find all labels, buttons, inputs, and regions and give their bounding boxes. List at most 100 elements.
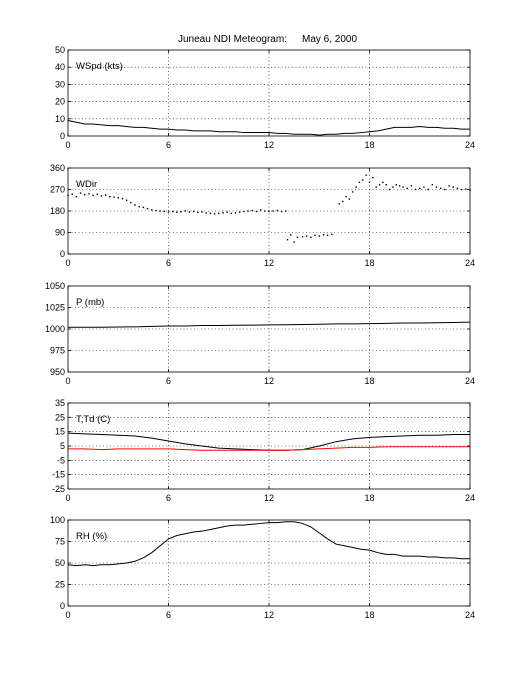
x-tick-label: 0 (65, 376, 70, 386)
data-point (79, 192, 82, 194)
data-point (395, 184, 397, 186)
data-point (176, 211, 178, 213)
data-point (342, 200, 344, 203)
y-tick-label: 40 (55, 62, 65, 72)
data-point (392, 186, 394, 188)
data-point (388, 188, 391, 191)
data-point (322, 234, 325, 236)
data-point (226, 211, 228, 213)
y-tick-label: 1025 (45, 303, 65, 313)
data-point (301, 236, 304, 238)
x-tick-label: 0 (65, 140, 70, 150)
data-point (209, 212, 212, 215)
data-point (352, 191, 354, 193)
data-point (345, 195, 347, 198)
data-point (138, 206, 140, 208)
series-line-0 (67, 120, 470, 136)
data-point (355, 186, 357, 188)
x-tick-label: 6 (166, 376, 171, 386)
x-tick-label: 6 (166, 258, 171, 268)
data-point (188, 211, 191, 213)
x-tick-label: 12 (264, 140, 274, 150)
data-point (243, 210, 245, 213)
data-point (427, 188, 429, 191)
y-tick-label: 50 (55, 558, 65, 568)
data-point (460, 188, 463, 191)
data-point (448, 185, 450, 187)
data-point (285, 210, 287, 212)
panel-label: WSpd (kts) (76, 61, 123, 72)
panel-3: 0 6 12 18 24 -25 -15 -5 5 15 25 35 T,Td (C) (52, 398, 475, 503)
y-tick-label: -25 (52, 484, 65, 494)
data-point (255, 210, 258, 213)
data-point (218, 212, 220, 215)
x-tick-label: 18 (364, 493, 374, 503)
data-point (100, 195, 103, 197)
data-point (290, 234, 292, 236)
data-point (465, 188, 467, 190)
y-tick-label: 1000 (45, 324, 65, 334)
y-tick-label: 75 (55, 537, 65, 547)
data-point (296, 236, 299, 238)
y-tick-label: 90 (55, 228, 65, 238)
data-point (331, 233, 333, 236)
x-tick-label: 12 (264, 610, 274, 620)
x-tick-label: 0 (65, 610, 70, 620)
data-point (378, 184, 381, 186)
x-tick-label: 12 (264, 493, 274, 503)
data-point (406, 187, 408, 190)
panel-0: 0 6 12 18 24 0 10 20 30 40 50 WSpd (kts) (55, 45, 475, 150)
data-point (375, 186, 377, 188)
panel-label: WDir (76, 179, 97, 190)
y-tick-label: -5 (57, 455, 65, 465)
data-point (338, 203, 341, 205)
y-tick-label: 10 (55, 114, 65, 124)
data-point (423, 186, 425, 188)
data-point (439, 187, 442, 190)
panel-2: 0 6 12 18 24 950 975 1000 1025 1050 P (mb) (45, 281, 475, 386)
data-point (398, 185, 401, 187)
data-point (184, 210, 186, 212)
data-point (456, 187, 459, 190)
data-point (71, 193, 73, 195)
data-point (435, 186, 438, 188)
data-point (213, 213, 216, 215)
data-point (180, 211, 182, 213)
data-point (230, 212, 233, 215)
y-tick-label: 270 (50, 185, 65, 195)
data-point (104, 194, 107, 196)
data-point (259, 209, 262, 211)
data-point (113, 196, 115, 198)
panel-label: P (mb) (76, 297, 104, 308)
y-tick-label: 35 (55, 398, 65, 408)
data-point (142, 206, 145, 209)
x-tick-label: 18 (364, 140, 374, 150)
series-line-1 (68, 446, 470, 451)
data-point (318, 235, 320, 237)
data-point (134, 204, 136, 206)
figure-date: May 6, 2000 (302, 34, 357, 45)
data-point (414, 188, 417, 191)
data-point (159, 210, 161, 212)
x-tick-label: 18 (364, 376, 374, 386)
y-tick-label: 360 (50, 163, 65, 173)
x-tick-label: 24 (465, 493, 475, 503)
x-tick-label: 6 (166, 493, 171, 503)
data-point (280, 210, 283, 213)
data-point (222, 212, 224, 214)
x-tick-label: 24 (465, 376, 475, 386)
y-tick-label: 1050 (45, 281, 65, 291)
data-point (293, 241, 295, 243)
data-point (444, 188, 446, 191)
x-tick-label: 24 (465, 610, 475, 620)
x-tick-label: 24 (465, 258, 475, 268)
data-point (402, 186, 404, 188)
panel-label: RH (%) (76, 531, 107, 542)
x-tick-label: 24 (465, 140, 475, 150)
data-point (201, 211, 203, 213)
x-tick-label: 18 (364, 258, 374, 268)
y-tick-label: 0 (60, 131, 65, 141)
data-point (109, 195, 111, 198)
y-tick-label: 30 (55, 79, 65, 89)
